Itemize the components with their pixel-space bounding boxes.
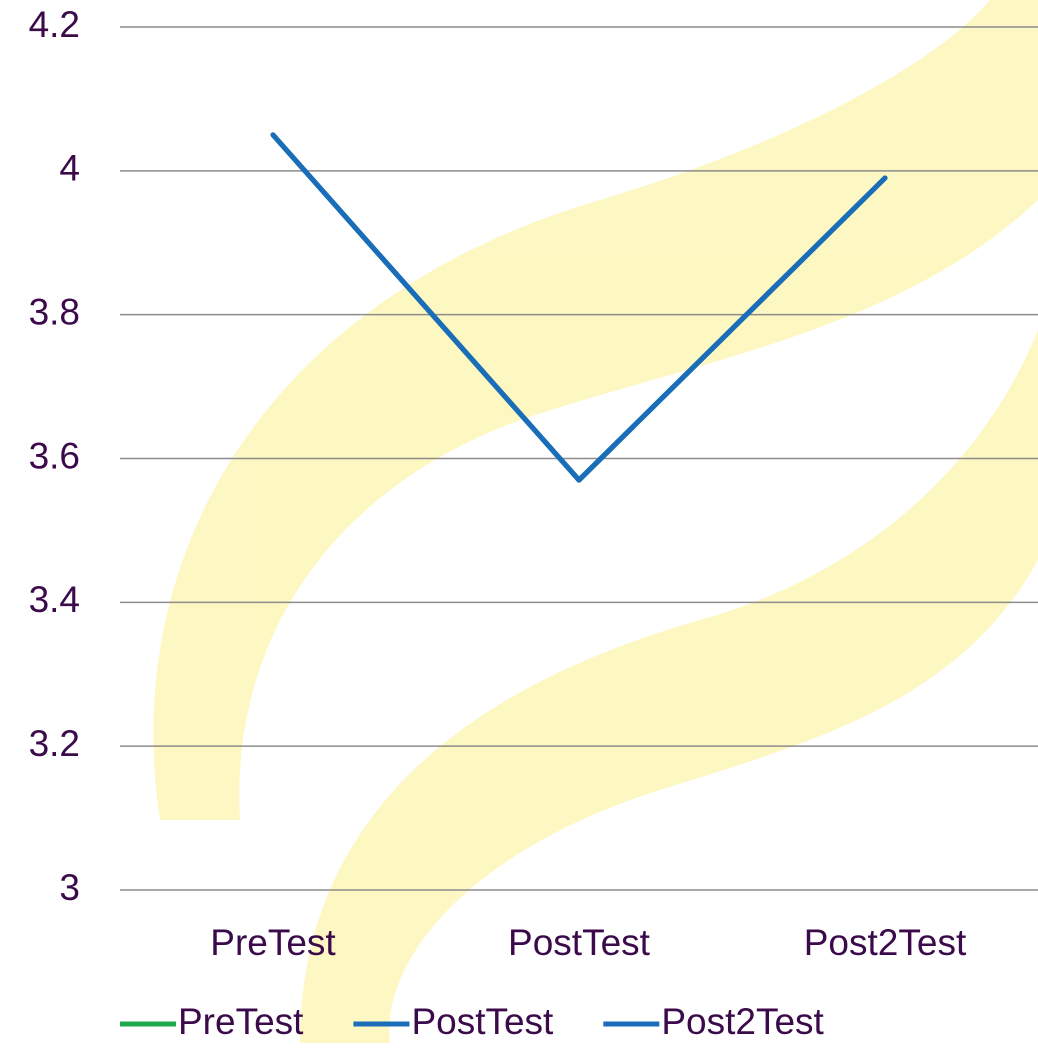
legend-label: Post2Test — [661, 1001, 824, 1042]
x-tick-label: PostTest — [508, 922, 651, 963]
page: {"chart_data": {"type": "line", "categor… — [0, 0, 1038, 1043]
legend-label: PostTest — [411, 1001, 554, 1042]
background-decoration — [153, 0, 1038, 1043]
x-tick-label: PreTest — [210, 922, 336, 963]
y-tick-label: 4.2 — [29, 4, 80, 45]
y-tick-label: 3.2 — [29, 723, 80, 764]
y-tick-label: 3.8 — [29, 291, 80, 332]
y-tick-label: 3 — [59, 867, 80, 908]
chart: 33.23.43.63.844.2PreTestPostTestPost2Tes… — [0, 0, 1038, 1043]
y-tick-label: 3.4 — [29, 579, 80, 620]
x-tick-label: Post2Test — [804, 922, 967, 963]
y-tick-label: 4 — [59, 148, 80, 189]
y-tick-label: 3.6 — [29, 435, 80, 476]
legend-label: PreTest — [178, 1001, 304, 1042]
